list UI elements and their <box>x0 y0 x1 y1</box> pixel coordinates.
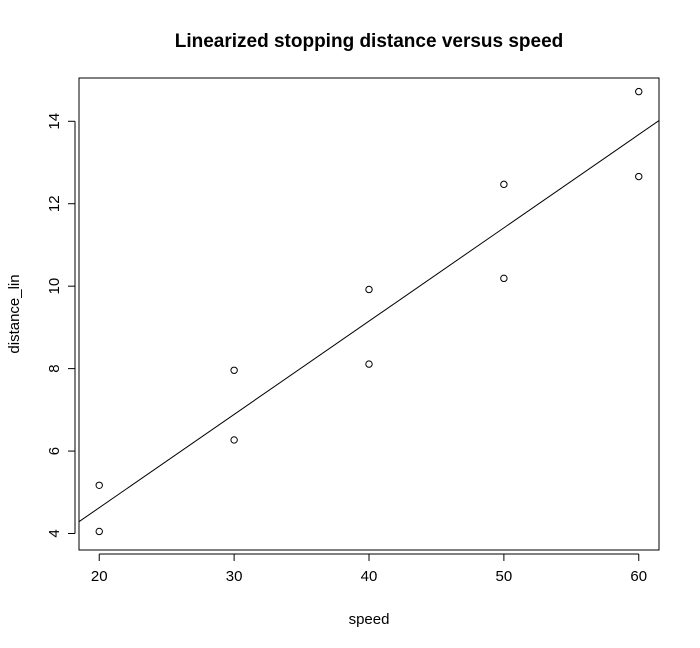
y-tick-label: 10 <box>46 278 63 295</box>
x-tick-label: 60 <box>630 568 647 585</box>
data-point <box>635 172 643 181</box>
data-points <box>95 87 643 536</box>
data-point <box>365 360 373 368</box>
plot-area-border <box>78 77 660 551</box>
y-tick-label: 4 <box>46 529 63 537</box>
y-tick-label: 14 <box>46 113 63 130</box>
data-point <box>230 436 238 444</box>
data-point <box>500 274 508 283</box>
y-axis: 4 6 8 10 12 14 <box>46 113 76 538</box>
x-tick-label: 20 <box>91 568 108 585</box>
x-tick-label: 40 <box>361 568 378 585</box>
y-tick-label: 12 <box>46 195 63 212</box>
y-tick-label: 8 <box>46 364 63 372</box>
x-tick-label: 50 <box>496 568 513 585</box>
data-point <box>365 285 373 294</box>
data-point <box>95 481 103 489</box>
y-axis-label: distance_lin <box>6 274 23 353</box>
data-point <box>635 87 643 96</box>
data-point <box>500 180 508 189</box>
x-tick-label: 30 <box>226 568 243 585</box>
data-point <box>95 527 103 536</box>
y-tick-label: 6 <box>46 447 63 455</box>
chart-title: Linearized stopping distance versus spee… <box>175 31 564 52</box>
x-axis: 20 30 40 50 60 <box>91 553 647 585</box>
regression-line <box>78 120 660 523</box>
x-axis-label: speed <box>349 611 390 628</box>
data-point <box>230 366 238 374</box>
